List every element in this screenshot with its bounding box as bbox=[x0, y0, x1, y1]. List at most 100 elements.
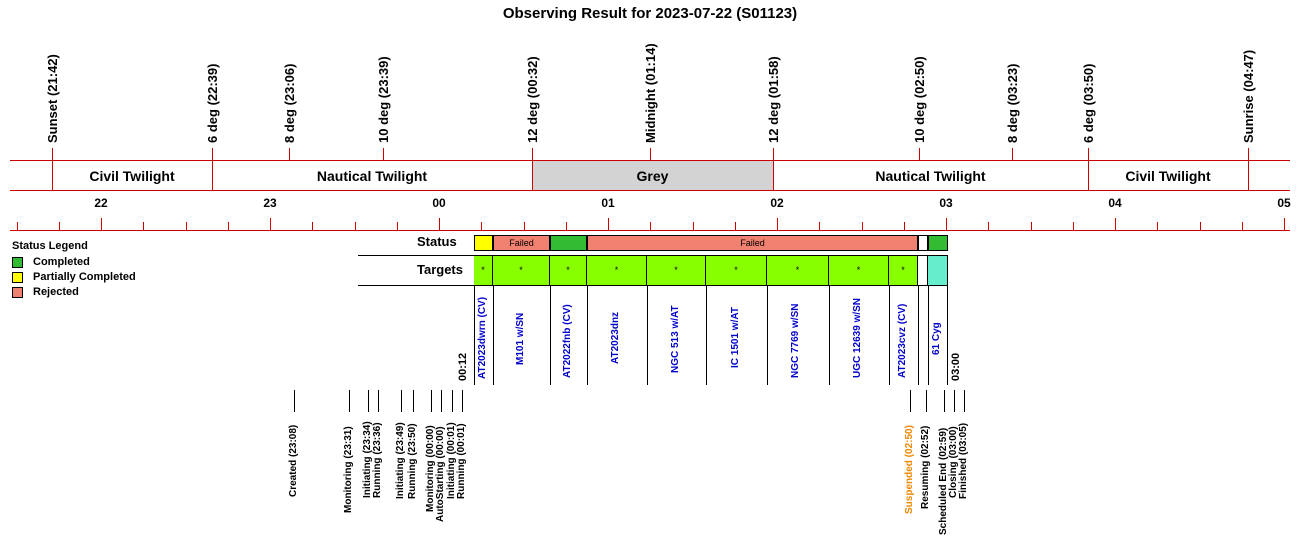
hour-tick-minor bbox=[1242, 222, 1243, 230]
band-civil-twilight-morning: Civil Twilight bbox=[1125, 167, 1211, 184]
hour-tick-major bbox=[777, 218, 778, 230]
target-separator bbox=[767, 285, 768, 385]
marker-tick bbox=[212, 148, 213, 160]
hour-tick-major bbox=[608, 218, 609, 230]
target-separator bbox=[706, 285, 707, 385]
status-segment-failed[interactable]: Failed bbox=[493, 235, 550, 251]
hour-tick-minor bbox=[312, 222, 313, 230]
legend-label: Rejected bbox=[33, 286, 79, 298]
hour-tick-minor bbox=[59, 222, 60, 230]
target-name[interactable]: NGC 7769 w/SN bbox=[790, 303, 801, 378]
event-suspended: Suspended (02:50) bbox=[904, 425, 915, 514]
target-separator bbox=[947, 285, 948, 385]
target-name[interactable]: NGC 513 w/AT bbox=[670, 305, 681, 373]
target-name[interactable]: IC 1501 w/AT bbox=[730, 307, 741, 368]
hour-tick-major bbox=[946, 218, 947, 230]
row-separator bbox=[358, 255, 948, 256]
marker-sunset: Sunset (21:42) bbox=[45, 54, 60, 143]
hour-label: 03 bbox=[939, 196, 953, 210]
event-connector bbox=[294, 390, 295, 412]
target-name[interactable]: AT2023dnz bbox=[610, 311, 621, 364]
event-connector bbox=[964, 390, 965, 412]
band-boundary bbox=[1088, 160, 1089, 190]
target-separator bbox=[550, 285, 551, 385]
target-segment[interactable]: * bbox=[647, 256, 706, 285]
target-name[interactable]: AT2022fnb (CV) bbox=[562, 304, 573, 378]
target-segment[interactable]: * bbox=[550, 256, 587, 285]
band-bottom-line bbox=[10, 190, 1290, 191]
hour-label: 00 bbox=[432, 196, 446, 210]
band-boundary bbox=[1248, 160, 1249, 190]
target-name[interactable]: M101 w/SN bbox=[515, 312, 526, 365]
marker-tick bbox=[773, 148, 774, 160]
hour-label: 05 bbox=[1277, 196, 1291, 210]
hour-tick-major bbox=[439, 218, 440, 230]
status-segment-failed[interactable]: Failed bbox=[587, 235, 918, 251]
event-connector bbox=[452, 390, 453, 412]
event-running: Running (00:01) bbox=[456, 423, 467, 499]
hour-tick-minor bbox=[566, 222, 567, 230]
event-resuming: Resuming (02:52) bbox=[920, 425, 931, 509]
target-segment[interactable]: * bbox=[493, 256, 550, 285]
event-connector bbox=[462, 390, 463, 412]
marker-tick bbox=[383, 148, 384, 160]
hour-tick-minor bbox=[693, 222, 694, 230]
target-name[interactable]: AT2023cvz (CV) bbox=[897, 303, 908, 378]
marker-12deg-morning: 12 deg (01:58) bbox=[766, 56, 781, 143]
target-segment[interactable]: * bbox=[767, 256, 829, 285]
event-running: Running (23:50) bbox=[407, 423, 418, 499]
marker-tick bbox=[650, 148, 651, 160]
page-title: Observing Result for 2023-07-22 (S01123) bbox=[502, 5, 798, 22]
marker-6deg-evening: 6 deg (22:39) bbox=[205, 63, 220, 143]
band-boundary bbox=[532, 160, 533, 190]
target-segment-61cyg[interactable] bbox=[928, 256, 948, 285]
hour-tick-major bbox=[101, 218, 102, 230]
marker-tick bbox=[1088, 148, 1089, 160]
target-segment[interactable]: * bbox=[829, 256, 889, 285]
band-boundary bbox=[52, 160, 53, 190]
event-connector bbox=[431, 390, 432, 412]
marker-midnight: Midnight (01:14) bbox=[643, 43, 658, 143]
hour-tick-minor bbox=[17, 222, 18, 230]
target-segment[interactable]: * bbox=[889, 256, 918, 285]
band-civil-twilight-evening: Civil Twilight bbox=[89, 167, 175, 184]
marker-tick bbox=[1248, 148, 1249, 160]
end-time-label: 03:00 bbox=[950, 352, 962, 381]
band-nautical-twilight-evening: Nautical Twilight bbox=[316, 167, 428, 184]
hour-tick-minor bbox=[735, 222, 736, 230]
legend-item-completed: Completed bbox=[12, 256, 90, 268]
target-segment[interactable]: * bbox=[474, 256, 493, 285]
event-finished: Finished (03:05) bbox=[958, 422, 969, 499]
event-running: Running (23:36) bbox=[372, 422, 383, 498]
hour-tick-minor bbox=[862, 222, 863, 230]
hour-tick-minor bbox=[819, 222, 820, 230]
start-time-label: 00:12 bbox=[457, 352, 469, 381]
hour-tick-major bbox=[270, 218, 271, 230]
hour-tick-minor bbox=[186, 222, 187, 230]
target-name[interactable]: UGC 12639 w/SN bbox=[852, 297, 863, 378]
event-connector bbox=[368, 390, 369, 412]
event-initiating: Initiating (23:49) bbox=[395, 422, 406, 499]
target-segment[interactable]: * bbox=[706, 256, 767, 285]
event-connector bbox=[926, 390, 927, 412]
target-segment[interactable]: * bbox=[587, 256, 647, 285]
legend-swatch-completed bbox=[12, 256, 23, 268]
row-separator bbox=[358, 285, 948, 286]
hour-tick-minor bbox=[524, 222, 525, 230]
marker-sunrise: Sunrise (04:47) bbox=[1241, 49, 1256, 143]
status-segment-completed[interactable] bbox=[928, 235, 948, 251]
event-connector bbox=[413, 390, 414, 412]
band-nautical-twilight-morning: Nautical Twilight bbox=[875, 167, 986, 184]
legend-label: Completed bbox=[33, 256, 90, 268]
hour-tick-minor bbox=[397, 222, 398, 230]
marker-8deg-evening: 8 deg (23:06) bbox=[282, 63, 297, 143]
hour-tick-minor bbox=[988, 222, 989, 230]
status-segment-partial[interactable] bbox=[474, 235, 493, 251]
target-name[interactable]: AT2023dwrn (CV) bbox=[477, 296, 488, 379]
marker-10deg-morning: 10 deg (02:50) bbox=[912, 56, 927, 143]
event-connector bbox=[910, 390, 911, 412]
status-segment-completed[interactable] bbox=[550, 235, 587, 251]
target-name[interactable]: 61 Cyg bbox=[931, 322, 942, 355]
legend-item-rejected: Rejected bbox=[12, 286, 79, 298]
